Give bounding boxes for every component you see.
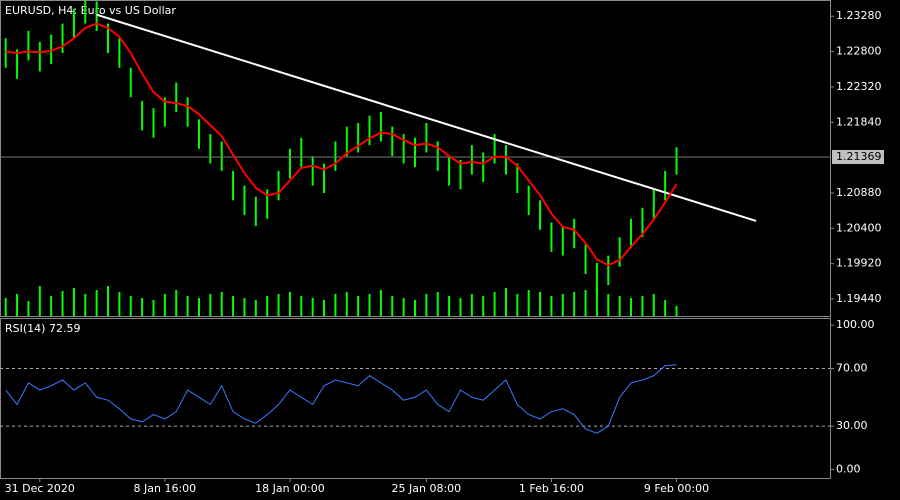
y-tick-label: 1.23280 xyxy=(836,9,882,22)
volume-bar xyxy=(84,294,87,316)
volume-bar xyxy=(277,294,280,316)
volume-bar xyxy=(652,294,655,316)
volume-bar xyxy=(368,294,371,316)
volume-bar xyxy=(16,294,19,316)
y-tick-label: 100.00 xyxy=(836,318,875,331)
y-tick-label: 70.00 xyxy=(836,361,868,374)
x-tick-label: 9 Feb 00:00 xyxy=(644,482,709,495)
y-tick-label: 1.20880 xyxy=(836,186,882,199)
volume-bar xyxy=(197,298,200,316)
volume-bar xyxy=(675,306,678,316)
volume-bar xyxy=(391,296,394,316)
volume-bar xyxy=(595,288,598,316)
volume-bar xyxy=(345,292,348,316)
volume-bar xyxy=(607,294,610,316)
rsi-frame xyxy=(0,318,831,479)
volume-bar xyxy=(527,290,530,316)
current-price-box xyxy=(832,149,884,164)
volume-bar xyxy=(482,296,485,316)
volume-bar xyxy=(95,290,98,316)
volume-bar xyxy=(436,292,439,316)
volume-bar xyxy=(516,294,519,316)
x-tick-label: 25 Jan 08:00 xyxy=(392,482,462,495)
volume-bar xyxy=(300,296,303,316)
chart-title: EURUSD, H4: Euro vs US Dollar xyxy=(5,4,176,17)
volume-bar xyxy=(118,292,121,316)
volume-bar xyxy=(459,298,462,316)
rsi-title: RSI(14) 72.59 xyxy=(5,322,80,335)
y-tick-label: 1.21840 xyxy=(836,115,882,128)
x-tick-label: 18 Jan 00:00 xyxy=(255,482,325,495)
volume-bar xyxy=(379,290,382,316)
y-tick-label: 1.19920 xyxy=(836,257,882,270)
y-tick-label: 1.20400 xyxy=(836,221,882,234)
volume-bar xyxy=(618,296,621,316)
x-tick-label: 31 Dec 2020 xyxy=(5,482,75,495)
volume-bar xyxy=(664,300,667,316)
volume-bar xyxy=(504,288,507,316)
volume-bar xyxy=(152,300,155,316)
volume-bar xyxy=(288,292,291,316)
volume-bar xyxy=(175,290,178,316)
series-line xyxy=(5,364,677,434)
volume-bar xyxy=(470,294,473,316)
volume-bar xyxy=(550,296,553,316)
volume-bar xyxy=(266,296,269,316)
volume-bar xyxy=(186,296,189,316)
volume-bar xyxy=(220,292,223,316)
y-tick-label: 1.22320 xyxy=(836,80,882,93)
volume-bar xyxy=(414,300,416,316)
trend-line xyxy=(96,13,757,222)
current-price-label: 1.21369 xyxy=(836,150,882,163)
y-tick-label: 1.19440 xyxy=(836,292,882,305)
y-tick-label: 1.22800 xyxy=(836,45,882,58)
volume-bar xyxy=(209,294,212,316)
volume-bar xyxy=(243,298,246,316)
volume-bar xyxy=(573,292,576,316)
volume-bar xyxy=(129,296,132,316)
volume-bar xyxy=(163,294,166,316)
volume-bar xyxy=(539,292,542,316)
volume-bar xyxy=(561,294,564,316)
series-line xyxy=(5,22,678,267)
volume-bar xyxy=(425,294,428,316)
volume-bar xyxy=(4,298,7,316)
volume-bar xyxy=(232,296,235,316)
volume-bar xyxy=(61,291,64,316)
volume-bar xyxy=(141,298,144,316)
x-tick-label: 8 Jan 16:00 xyxy=(134,482,197,495)
volume-bar xyxy=(630,298,633,316)
volume-bar xyxy=(493,292,496,316)
volume-bar xyxy=(334,294,337,316)
volume-bar xyxy=(72,288,75,316)
y-tick-label: 0.00 xyxy=(836,462,861,475)
volume-bar xyxy=(38,286,41,316)
x-tick-label: 1 Feb 16:00 xyxy=(519,482,584,495)
volume-bar xyxy=(323,300,326,316)
volume-bar xyxy=(107,286,110,316)
volume-bar xyxy=(311,298,314,316)
volume-bar xyxy=(402,298,405,316)
volume-bar xyxy=(584,290,587,316)
volume-bar xyxy=(50,296,53,316)
volume-bar xyxy=(254,300,257,316)
volume-bar xyxy=(27,301,30,316)
y-tick-label: 30.00 xyxy=(836,419,868,432)
volume-bar xyxy=(641,296,644,316)
volume-bar xyxy=(448,296,451,316)
price-frame xyxy=(0,0,831,317)
volume-bar xyxy=(357,296,360,316)
